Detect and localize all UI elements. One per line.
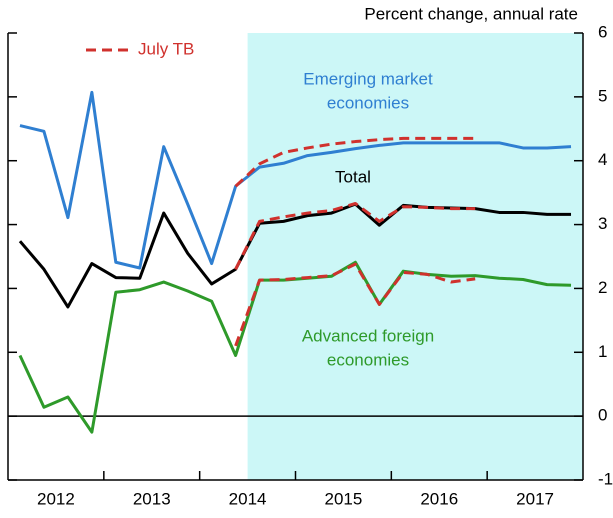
y-tick-label: 2 xyxy=(598,278,607,297)
y-tick-label: 5 xyxy=(598,86,607,105)
x-tick-label: 2015 xyxy=(325,489,363,508)
july-tb-line xyxy=(234,262,476,347)
series-label: Emerging market xyxy=(303,69,433,88)
series-label: Advanced foreign xyxy=(302,326,434,345)
forecast-shade xyxy=(247,33,584,480)
legend-label: July TB xyxy=(138,39,194,58)
x-tick-label: 2016 xyxy=(420,489,458,508)
y-tick-label: 4 xyxy=(598,150,607,169)
x-tick-label: 2013 xyxy=(133,489,171,508)
y-axis-label: Percent change, annual rate xyxy=(364,4,578,23)
y-tick-label: 3 xyxy=(598,214,607,233)
y-tick-label: 0 xyxy=(598,406,607,425)
x-tick-label: 2014 xyxy=(229,489,267,508)
series-label: economies xyxy=(327,93,409,112)
july-tb-line xyxy=(234,201,476,270)
series-line xyxy=(19,90,572,270)
series-line xyxy=(18,202,572,309)
y-tick-label: 6 xyxy=(598,22,607,41)
series-label: Total xyxy=(335,167,371,186)
july-tb-line xyxy=(234,136,476,188)
x-tick-label: 2012 xyxy=(37,489,75,508)
y-tick-label: -1 xyxy=(598,469,613,488)
x-tick-label: 2017 xyxy=(516,489,554,508)
series-label: economies xyxy=(327,350,409,369)
y-tick-label: 1 xyxy=(598,342,607,361)
